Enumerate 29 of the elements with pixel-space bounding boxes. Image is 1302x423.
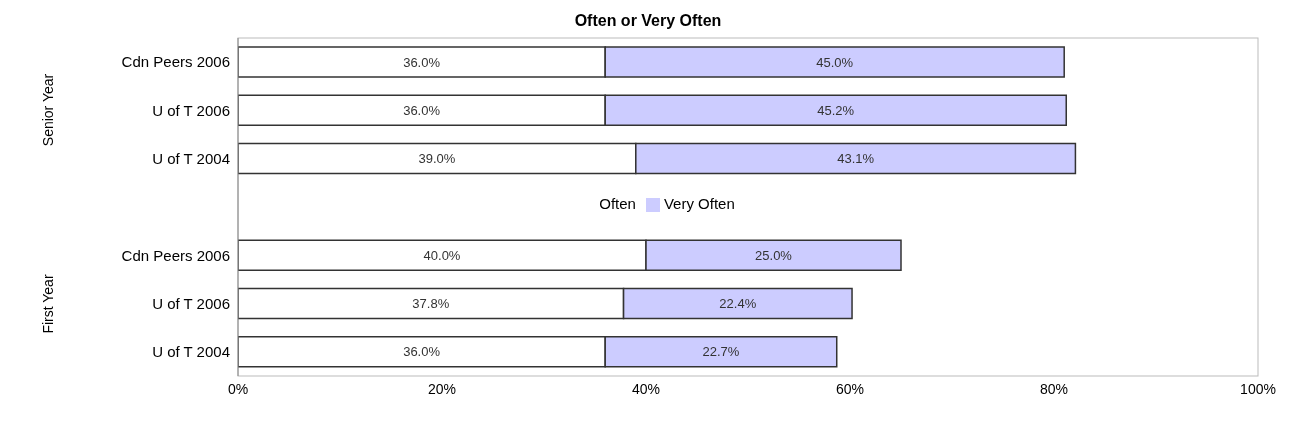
- y-tick-label: U of T 2006: [152, 101, 230, 119]
- y-tick-label: Cdn Peers 2006: [121, 53, 230, 71]
- data-label: 25.0%: [755, 247, 793, 263]
- data-label: 36.0%: [403, 344, 441, 360]
- x-tick-label: 0%: [227, 380, 249, 397]
- y-tick-label: U of T 2004: [152, 343, 230, 361]
- text: First Year: [40, 273, 56, 334]
- x-tick-label: 20%: [427, 380, 457, 397]
- legend-label: Very Often: [663, 195, 735, 212]
- data-label: 39.0%: [418, 151, 456, 167]
- data-label: 45.2%: [817, 102, 855, 118]
- data-label: 22.4%: [719, 296, 757, 312]
- data-label: 43.1%: [837, 151, 875, 167]
- data-label: 36.0%: [403, 54, 441, 70]
- y-tick-label: U of T 2004: [152, 150, 230, 168]
- data-label: 22.7%: [702, 344, 740, 360]
- y-tick-label: U of T 2006: [152, 294, 230, 312]
- x-tick-label: 80%: [1039, 380, 1069, 397]
- x-tick-label: 100%: [1240, 380, 1276, 397]
- y-tick-label: Cdn Peers 2006: [121, 246, 230, 264]
- data-label: 40.0%: [423, 247, 461, 263]
- x-tick-label: 40%: [631, 380, 661, 397]
- data-label: 45.0%: [816, 54, 854, 70]
- chart-title: Often or Very Often: [573, 12, 723, 30]
- text: Senior Year: [40, 74, 56, 147]
- data-label: 36.0%: [403, 102, 441, 118]
- data-label: 37.8%: [412, 296, 450, 312]
- series-label: Often: [599, 195, 636, 212]
- x-tick-label: 60%: [835, 380, 865, 397]
